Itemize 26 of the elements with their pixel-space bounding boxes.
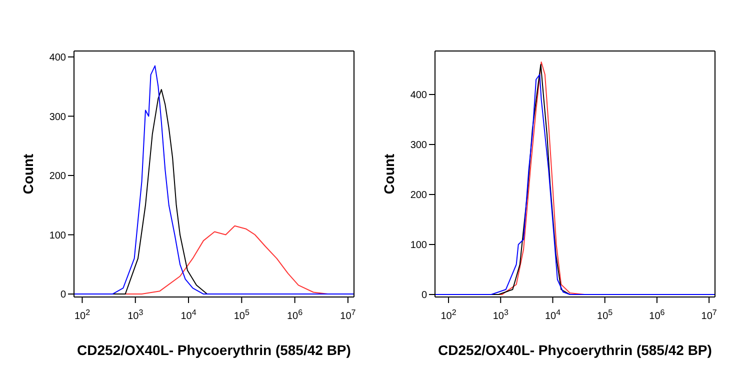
x-tick-label: 10$^{3}$ [492,308,509,322]
x-tick-label: 10$^{6}$ [649,308,666,322]
x-tick-label: 10$^{7}$ [701,308,718,322]
x-tick-label: 10$^{5}$ [597,308,614,322]
x-tick-label: 10$^{2}$ [440,308,457,322]
y-tick-label: 0 [421,290,428,302]
y-tick-label: 200 [410,190,428,202]
x-tick-label: 10$^{4}$ [180,308,197,322]
y-axis-title: Count [380,153,397,194]
y-tick-label: 0 [60,290,66,301]
y-tick-label: 200 [49,171,66,182]
y-axis-title: Count [20,153,36,194]
y-tick-label: 300 [49,112,66,123]
x-tick-label: 10$^{4}$ [544,308,562,322]
x-axis-title: CD252/OX40L- Phycoerythrin (585/42 BP) [438,342,712,358]
x-tick-label: 10$^{6}$ [287,308,304,322]
x-tick-label: 10$^{3}$ [128,308,144,322]
x-tick-label: 10$^{5}$ [234,308,250,322]
x-tick-label: 10$^{7}$ [340,308,356,322]
x-tick-label: 10$^{2}$ [74,308,91,322]
y-tick-label: 100 [410,240,428,252]
y-tick-label: 100 [49,230,66,242]
y-tick-label: 300 [410,140,428,152]
y-tick-label: 400 [410,90,428,102]
x-axis-title: CD252/OX40L- Phycoerythrin (585/42 BP) [77,342,351,358]
y-tick-label: 400 [49,52,66,64]
